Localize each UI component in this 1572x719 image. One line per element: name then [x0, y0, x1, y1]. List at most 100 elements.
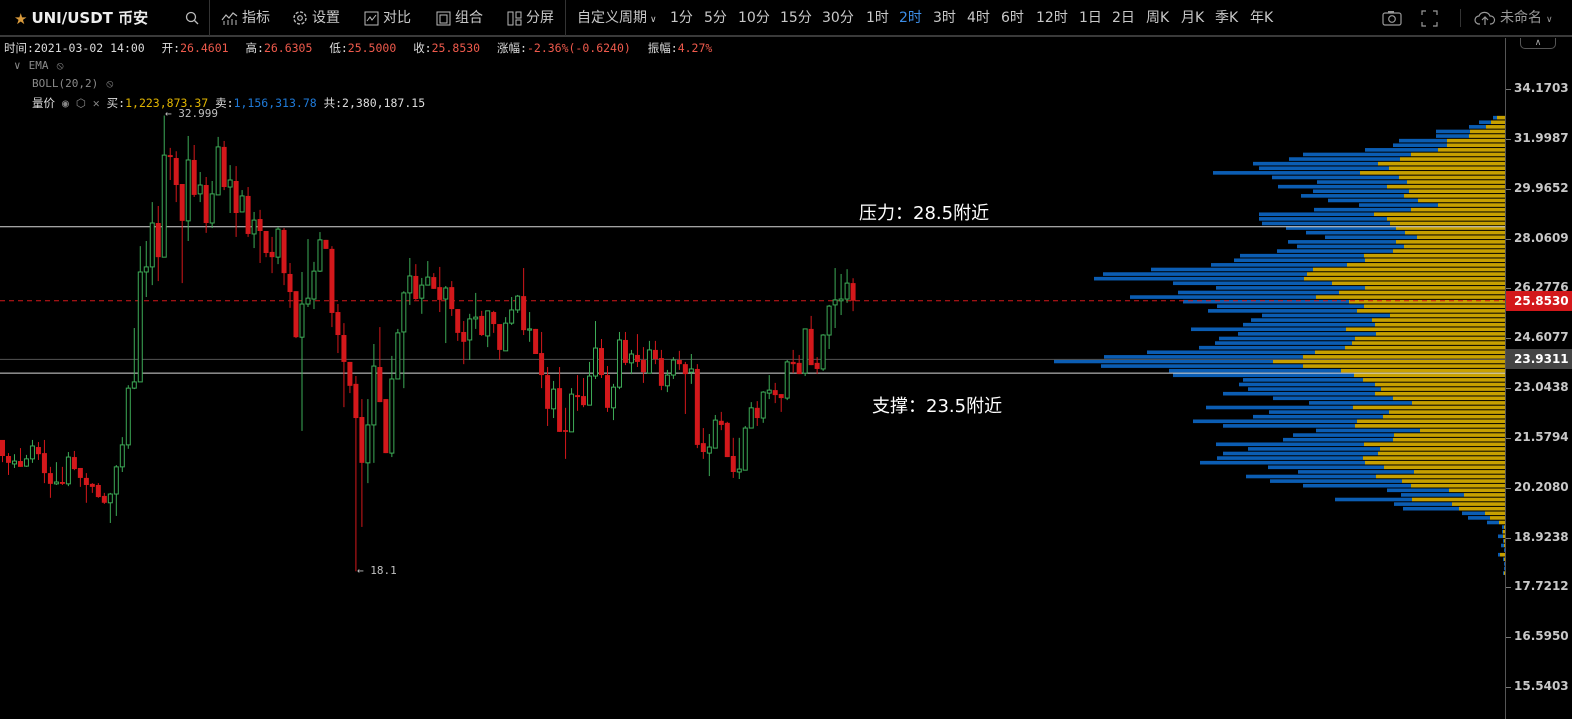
combine-button[interactable]: 组合 [436, 0, 483, 36]
period-tab-10[interactable]: 12时 [1036, 10, 1068, 26]
period-tab-14[interactable]: 月K [1181, 10, 1205, 26]
period-tab-13[interactable]: 周K [1146, 10, 1170, 26]
profile-buy-bar [1393, 396, 1505, 401]
profile-buy-bar [1389, 166, 1505, 171]
profile-sell-bar [1269, 410, 1389, 414]
eye-off-icon[interactable]: ⦸ [56, 59, 64, 72]
profile-buy-bar [1491, 120, 1505, 125]
candle-body-up [419, 284, 425, 299]
profile-sell-bar [1303, 152, 1411, 157]
indicator-boll[interactable]: BOLL(20,2) ⦸ [32, 77, 113, 91]
candle-body-up [826, 305, 832, 336]
price-axis[interactable]: 34.1703 31.9987 29.9652 28.0609 26.2776 24.60… [1505, 38, 1572, 719]
candle-body-down [0, 439, 5, 456]
candle-body-up [515, 295, 521, 311]
eye-icon[interactable]: ◉ [61, 96, 69, 110]
profile-buy-bar [1383, 414, 1505, 419]
period-tab-1[interactable]: 5分 [704, 10, 727, 26]
period-tab-2[interactable]: 10分 [738, 10, 770, 26]
indicator-ema[interactable]: ∨ EMA ⦸ [14, 59, 64, 73]
candle-body-down [724, 422, 730, 458]
compare-button[interactable]: 对比 [364, 0, 411, 36]
period-tab-12[interactable]: 2日 [1112, 10, 1135, 26]
profile-buy-bar [1390, 313, 1505, 318]
period-tab-0[interactable]: 1分 [670, 10, 693, 26]
candle-body-down [179, 184, 185, 221]
profile-sell-bar [1394, 502, 1452, 506]
sell-value: 1,156,313.78 [233, 96, 317, 110]
candle-body-up [736, 468, 742, 473]
profile-buy-bar [1389, 410, 1505, 414]
profile-buy-bar [1393, 437, 1505, 442]
candle-body-down [245, 195, 251, 234]
candle-body-up [143, 266, 149, 273]
tick-mark [1506, 338, 1511, 340]
close-icon[interactable]: ✕ [92, 96, 100, 110]
indicators-button[interactable]: 指标 [221, 0, 270, 36]
candle-body-up [215, 146, 221, 196]
period-tab-4[interactable]: 30分 [822, 10, 854, 26]
profile-sell-bar [1234, 258, 1365, 263]
profile-sell-bar [1325, 235, 1417, 240]
profile-sell-bar [1253, 161, 1378, 166]
candle-body-up [311, 270, 317, 300]
period-tab-15[interactable]: 季K [1215, 10, 1239, 26]
search-button[interactable] [185, 0, 199, 36]
period-tab-3[interactable]: 15分 [780, 10, 812, 26]
symbol-selector[interactable]: ★ UNI/USDT 币安 [14, 0, 148, 36]
candle-body-down [437, 287, 443, 300]
gear-icon [293, 11, 307, 25]
layout-dropdown[interactable]: 未命名 ∨ [1474, 0, 1553, 36]
profile-buy-bar [1396, 240, 1505, 244]
resistance-annotation[interactable]: 压力：28.5附近 [859, 203, 990, 224]
profile-sell-bar [1216, 286, 1365, 290]
compare-icon [364, 11, 379, 25]
candle-body-down [718, 420, 724, 425]
profile-sell-bar [1317, 180, 1407, 184]
chevron-down-icon[interactable]: ∨ [14, 59, 21, 72]
screenshot-button[interactable] [1382, 0, 1402, 36]
split-screen-button[interactable]: 分屏 [507, 0, 554, 36]
profile-buy-bar [1438, 203, 1505, 207]
candle-body-down [599, 348, 604, 376]
profile-sell-bar [1498, 552, 1500, 557]
total-label: 共: [323, 96, 343, 110]
profile-buy-bar [1414, 470, 1505, 474]
fullscreen-button[interactable] [1421, 0, 1438, 36]
max-price-marker: ← 32.999 [165, 107, 218, 120]
period-tab-9[interactable]: 6时 [1001, 10, 1024, 26]
chevron-down-icon: ∨ [650, 15, 657, 25]
settings-button[interactable]: 设置 [292, 0, 340, 36]
profile-sell-bar [1309, 401, 1412, 405]
profile-buy-bar [1378, 161, 1505, 166]
profile-buy-bar [1412, 497, 1505, 502]
candlestick-chart[interactable] [0, 38, 1505, 719]
period-tab-6[interactable]: 2时 [899, 10, 922, 26]
collapse-button[interactable]: ∧ [1520, 38, 1556, 49]
period-tab-7[interactable]: 3时 [933, 10, 956, 26]
profile-buy-bar [1447, 143, 1505, 148]
period-tab-11[interactable]: 1日 [1079, 10, 1102, 26]
profile-sell-bar [1238, 332, 1376, 336]
candle-body-up [131, 381, 137, 389]
candle-body-up [748, 407, 754, 429]
candle-body-up [509, 309, 515, 324]
profile-sell-bar [1200, 460, 1365, 465]
period-tab-16[interactable]: 年K [1250, 10, 1274, 26]
profile-buy-bar [1420, 428, 1505, 433]
candle-body-up [802, 328, 808, 374]
profile-sell-bar [1328, 198, 1418, 203]
eye-off-icon[interactable]: ⦸ [106, 77, 114, 90]
support-annotation[interactable]: 支撑：23.5附近 [872, 396, 1003, 417]
custom-period-dropdown[interactable]: 自定义周期 ∨ [577, 0, 657, 36]
profile-buy-bar [1497, 115, 1505, 120]
period-tab-8[interactable]: 4时 [967, 10, 990, 26]
indicator-volume-profile: 量价 ◉ ⬡ ✕ 买:1,223,873.37 卖:1,156,313.78 共… [32, 95, 425, 111]
profile-sell-bar [1479, 120, 1491, 125]
settings-icon[interactable]: ⬡ [75, 96, 86, 110]
candle-body-down [17, 461, 23, 467]
profile-sell-bar [1213, 171, 1360, 175]
period-tab-5[interactable]: 1时 [866, 10, 889, 26]
high-value: 26.6305 [263, 41, 313, 55]
star-icon[interactable]: ★ [14, 9, 28, 28]
